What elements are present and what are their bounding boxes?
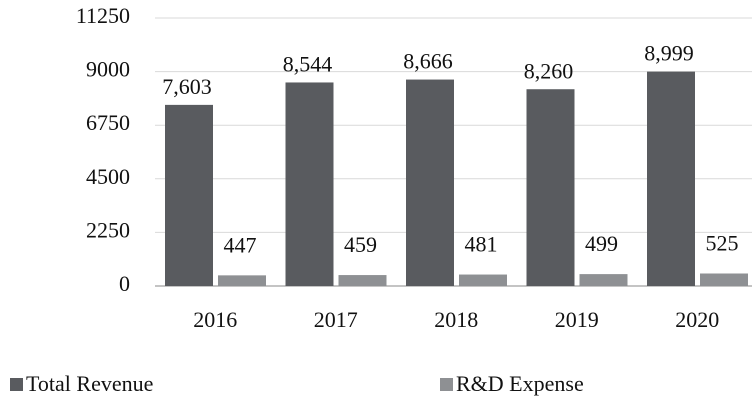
legend-label: Total Revenue: [26, 371, 153, 396]
data-label: 459: [344, 232, 377, 257]
data-label: 7,603: [162, 74, 212, 99]
data-label: 481: [465, 232, 498, 257]
legend-swatch: [10, 378, 23, 391]
data-label: 8,666: [403, 49, 453, 74]
y-tick-label: 6750: [86, 110, 130, 135]
data-label: 525: [706, 231, 739, 256]
y-tick-label: 9000: [86, 57, 130, 82]
bar: [285, 82, 334, 286]
bar: [647, 71, 695, 286]
x-tick-label: 2018: [434, 307, 478, 332]
bar: [526, 89, 575, 286]
x-tick-label: 2016: [193, 307, 237, 332]
bar: [700, 273, 748, 286]
x-tick-label: 2019: [555, 307, 599, 332]
y-tick-label: 0: [119, 271, 130, 296]
data-label: 499: [585, 231, 618, 256]
x-tick-label: 2017: [314, 307, 358, 332]
x-tick-label: 2020: [675, 307, 719, 332]
bar: [218, 275, 266, 286]
y-tick-label: 4500: [86, 164, 130, 189]
bar: [579, 274, 628, 286]
bar: [165, 104, 213, 287]
data-label: 8,260: [524, 58, 574, 83]
y-tick-label: 2250: [86, 217, 130, 242]
data-label: 447: [224, 232, 257, 257]
legend-swatch: [440, 378, 453, 391]
bar: [338, 275, 387, 286]
bar: [459, 274, 507, 286]
legend-label: R&D Expense: [456, 371, 584, 396]
data-label: 8,544: [283, 52, 333, 77]
bar: [406, 79, 454, 286]
data-label: 8,999: [644, 41, 694, 66]
y-tick-label: 11250: [76, 3, 130, 28]
